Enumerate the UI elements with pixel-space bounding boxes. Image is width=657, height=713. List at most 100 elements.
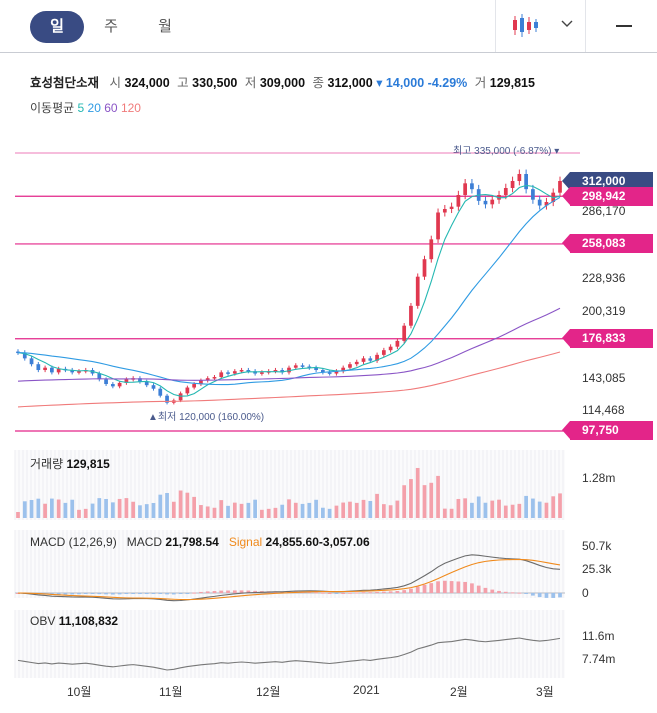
- candle-body: [415, 276, 420, 306]
- signal-label: Signal: [228, 535, 263, 549]
- candle-body: [260, 372, 264, 374]
- candle-body: [165, 395, 169, 403]
- candle-body: [280, 370, 285, 373]
- price-level-tag: 176,833: [562, 329, 653, 348]
- macd-histogram-bar: [205, 591, 210, 593]
- macd-histogram-bar: [381, 591, 386, 593]
- volume-bar: [436, 475, 440, 518]
- candle-body: [463, 183, 468, 196]
- volume-bar: [246, 502, 251, 518]
- volume-bar: [185, 492, 190, 518]
- x-axis-label: 11월: [159, 685, 183, 699]
- candle-body: [22, 352, 27, 359]
- price-level-tag: 97,750: [562, 421, 653, 440]
- close-label: 종: [312, 76, 325, 90]
- volume-bar: [395, 500, 400, 518]
- volume-bar: [287, 499, 291, 518]
- volume-bar: [422, 485, 427, 518]
- x-axis-label: 3월: [536, 685, 554, 699]
- chevron-down-icon: [561, 20, 573, 27]
- macd-histogram-bar: [531, 593, 535, 596]
- candle-body: [422, 259, 427, 277]
- candle-body: [321, 370, 325, 373]
- histogram-value: -3,057.06: [318, 535, 370, 549]
- volume-bar: [144, 504, 149, 518]
- candle-body: [151, 385, 156, 389]
- ma120-line: [17, 351, 561, 408]
- ma5-label: 5: [77, 101, 85, 115]
- volume-bar: [280, 504, 285, 518]
- macd-histogram-bar: [199, 591, 203, 593]
- candle-body: [205, 378, 210, 381]
- candle-body: [273, 370, 278, 372]
- macd-histogram-bar: [192, 592, 197, 594]
- current-price-tag: 312,000: [562, 172, 653, 191]
- candle-body: [510, 181, 515, 189]
- candle-body: [239, 370, 244, 372]
- macd-histogram-bar: [490, 589, 495, 593]
- macd-histogram-bar: [90, 593, 95, 594]
- volume-bar: [16, 512, 20, 518]
- volume-bar: [293, 502, 298, 518]
- candle-body: [300, 365, 305, 367]
- volume-bar: [199, 505, 203, 518]
- volume-bar: [56, 499, 61, 518]
- macd-histogram-bar: [144, 593, 149, 594]
- tab-week[interactable]: 주: [104, 18, 118, 35]
- candle-body: [246, 370, 251, 372]
- macd-histogram-bar: [117, 593, 122, 595]
- macd-histogram-bar: [415, 586, 420, 593]
- volume-bar: [212, 507, 217, 518]
- volume-bar: [327, 508, 332, 518]
- volume-bar: [226, 505, 230, 518]
- volume-bar: [314, 499, 318, 518]
- macd-histogram-bar: [442, 580, 447, 593]
- tab-day[interactable]: 일: [30, 11, 84, 43]
- volume-bar: [171, 501, 176, 518]
- candle-body: [544, 202, 549, 206]
- tab-month[interactable]: 월: [158, 18, 172, 35]
- ma120-label: 120: [120, 101, 141, 115]
- macd-histogram-bar: [246, 590, 251, 593]
- candle-body: [212, 377, 217, 379]
- chart-type-button[interactable]: [505, 10, 581, 42]
- volume-bar: [402, 485, 407, 518]
- volume-bar: [50, 498, 54, 518]
- candle-body: [185, 387, 190, 394]
- ma60-label: 60: [104, 101, 118, 115]
- macd-histogram-bar: [537, 593, 542, 598]
- candle-body: [307, 366, 312, 369]
- volume-bar: [429, 482, 434, 518]
- price-axis-tick: 114,468: [582, 403, 625, 417]
- macd-histogram-bar: [232, 590, 237, 593]
- minus-icon: [616, 25, 632, 27]
- macd-histogram-bar: [402, 590, 407, 593]
- volume-bar: [219, 500, 224, 518]
- volume-bar: [151, 502, 156, 518]
- menu-button[interactable]: [600, 10, 648, 42]
- macd-histogram-bar: [212, 591, 217, 593]
- macd-histogram-bar: [239, 590, 244, 593]
- high-value: 330,500: [192, 76, 238, 90]
- macd-histogram-bar: [449, 581, 454, 593]
- candle-body: [354, 361, 359, 365]
- macd-histogram-bar: [334, 593, 339, 594]
- volume-panel-label: 거래량 129,815: [30, 455, 110, 472]
- macd-histogram-bar: [436, 581, 440, 593]
- candle-body: [293, 365, 298, 368]
- ma-label: 이동평균: [30, 101, 75, 115]
- macd-histogram-bar: [280, 591, 285, 593]
- macd-histogram-bar: [497, 590, 501, 593]
- x-axis-label: 2월: [450, 685, 468, 699]
- volume-bar: [178, 490, 183, 518]
- macd-histogram-bar: [503, 591, 508, 593]
- volume-bar: [551, 496, 556, 518]
- change-value: ▾ 14,000: [376, 76, 425, 90]
- obv-value: 11,108,832: [58, 614, 119, 628]
- macd-histogram-bar: [219, 590, 224, 593]
- volume-bar: [442, 508, 447, 518]
- macd-histogram-bar: [63, 593, 68, 595]
- x-axis-label: 10월: [67, 685, 92, 699]
- volume-bar: [158, 494, 163, 518]
